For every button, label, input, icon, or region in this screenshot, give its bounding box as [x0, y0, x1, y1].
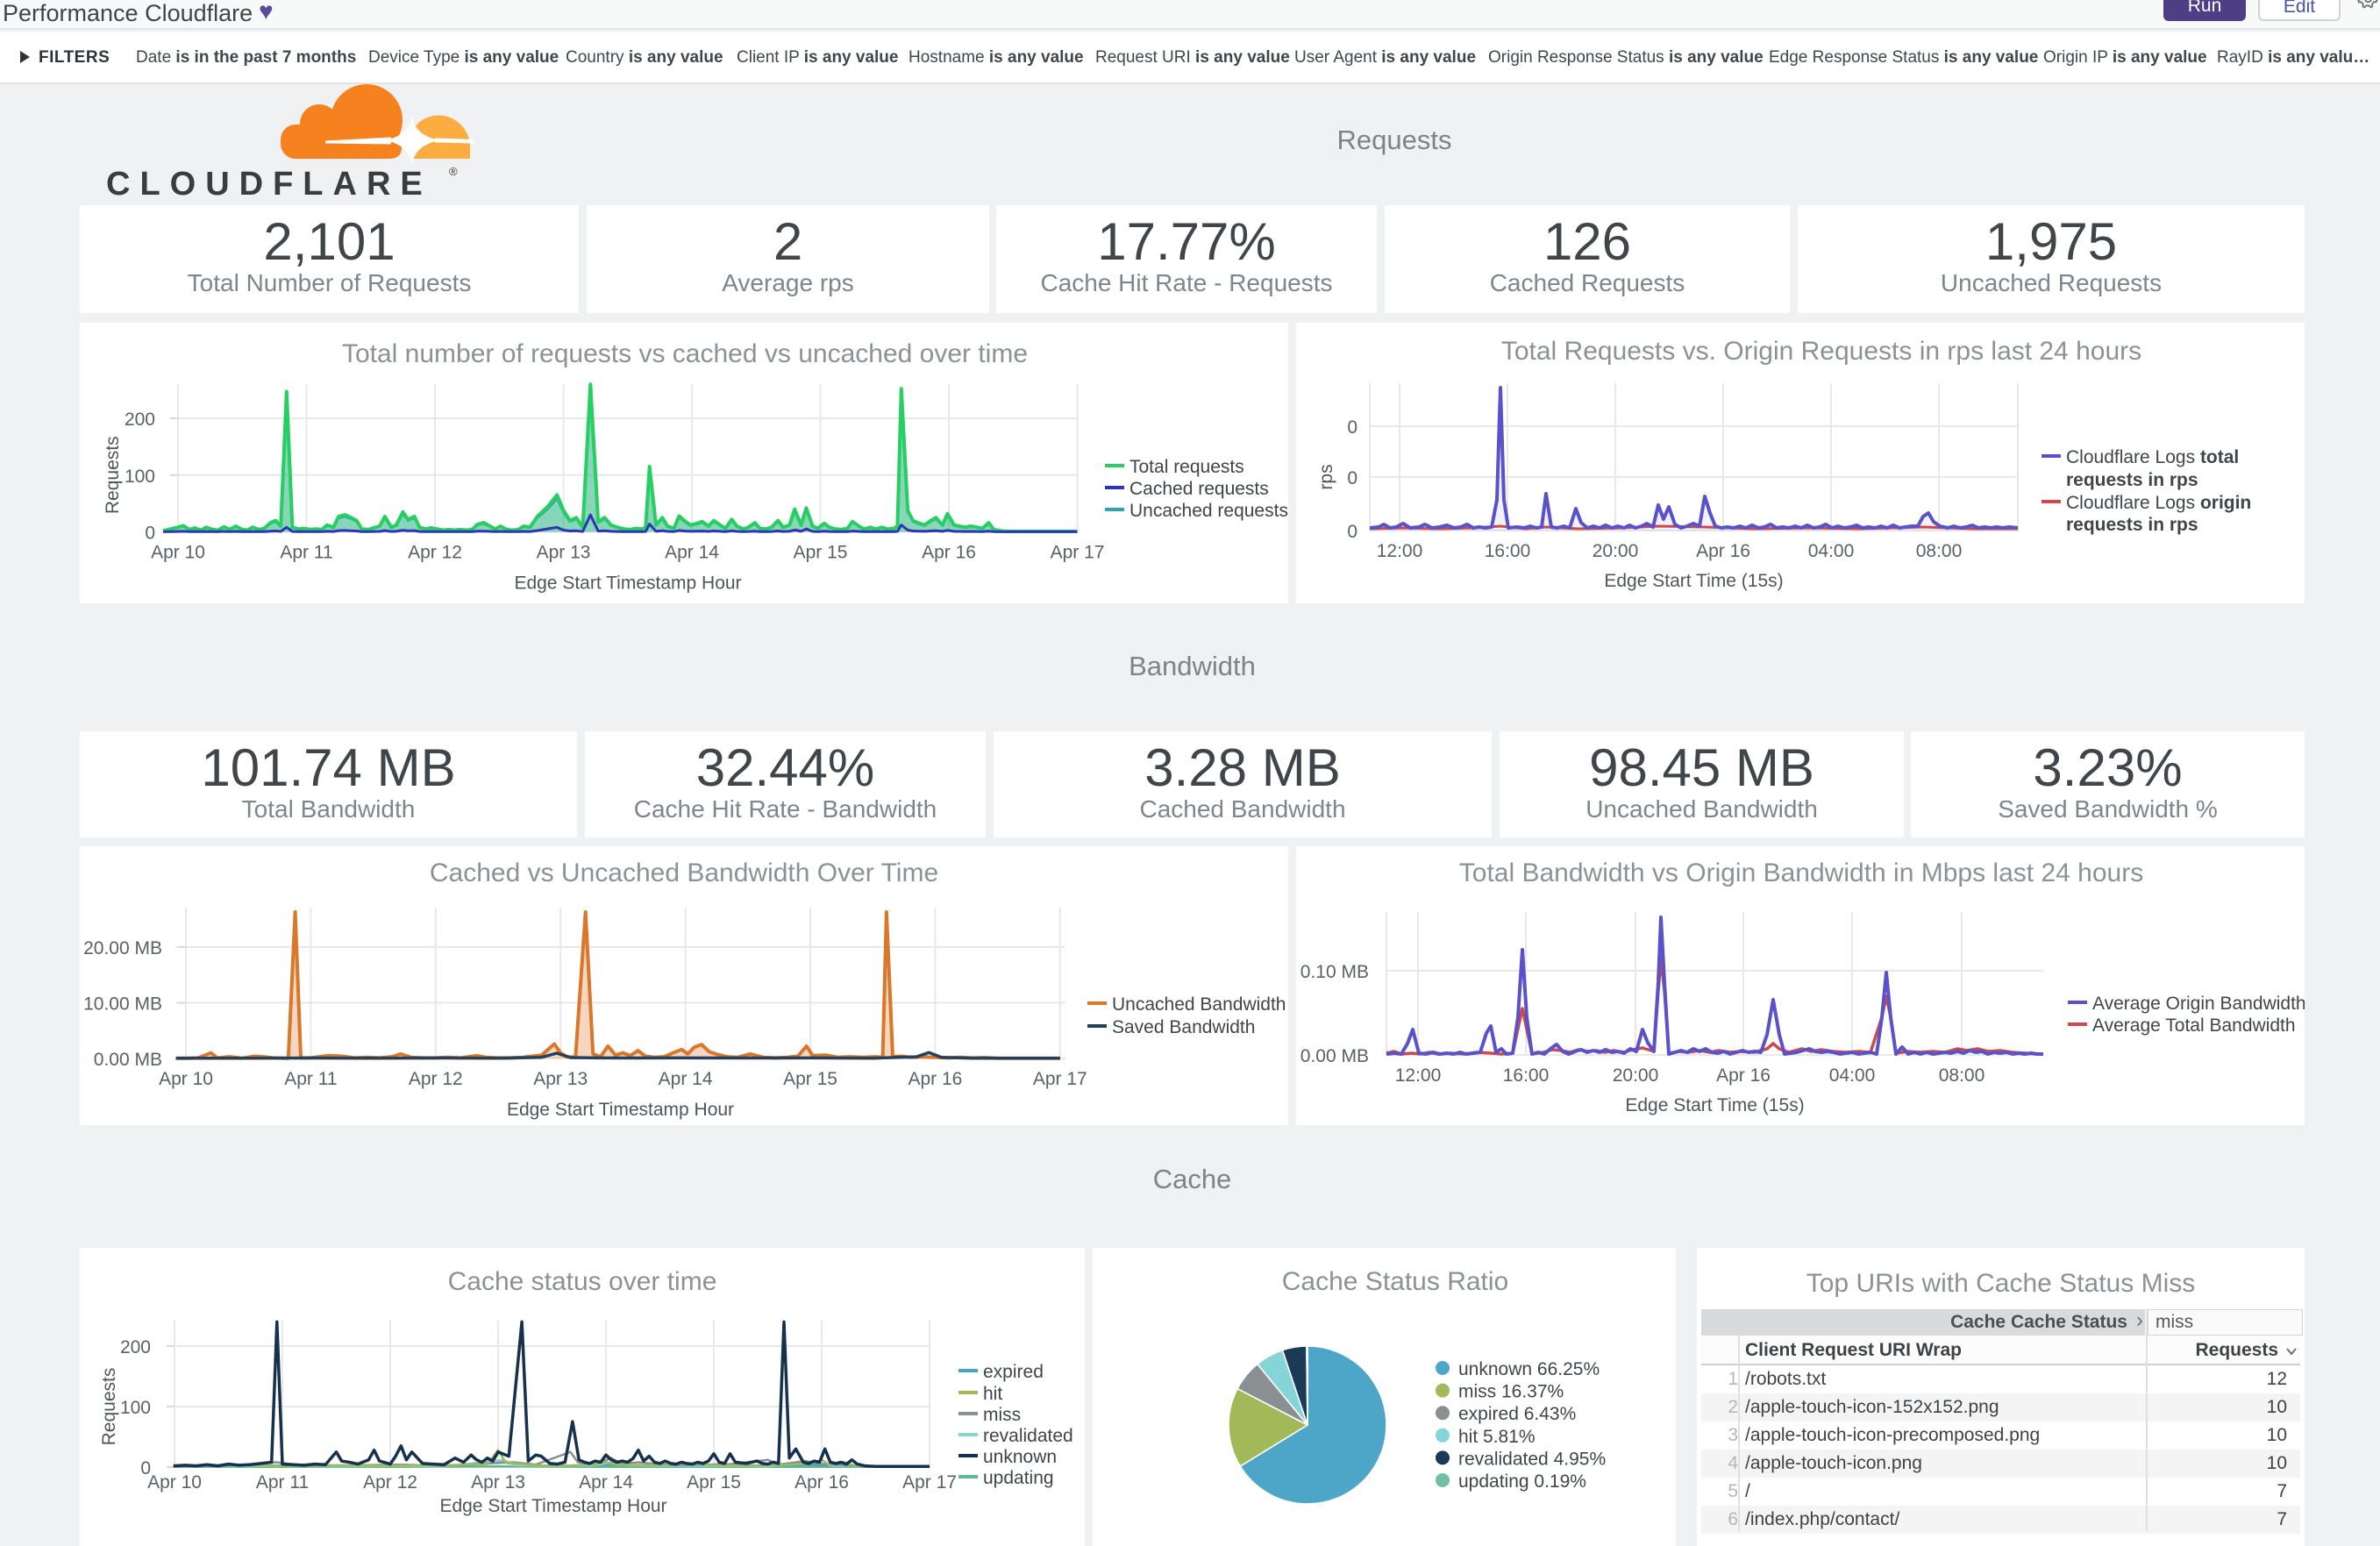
svg-text:®: ® — [449, 165, 458, 178]
svg-text:04:00: 04:00 — [1829, 1065, 1876, 1086]
svg-text:Apr 16: Apr 16 — [795, 1472, 849, 1493]
svg-text:Total Bandwidth vs Origin Band: Total Bandwidth vs Origin Bandwidth in M… — [1459, 858, 2143, 887]
svg-text:Edge Start Timestamp Hour: Edge Start Timestamp Hour — [514, 574, 741, 594]
svg-text:0: 0 — [140, 1458, 151, 1478]
svg-text:rps: rps — [1316, 464, 1336, 489]
svg-text:12:00: 12:00 — [1395, 1065, 1442, 1086]
svg-text:Apr 13: Apr 13 — [471, 1472, 525, 1493]
svg-text:20:00: 20:00 — [1613, 1065, 1659, 1086]
svg-text:Apr 10: Apr 10 — [159, 1069, 213, 1089]
svg-text:Edge Start Timestamp Hour: Edge Start Timestamp Hour — [439, 1496, 666, 1516]
svg-text:miss: miss — [983, 1405, 1021, 1425]
svg-text:16:00: 16:00 — [1503, 1065, 1550, 1086]
svg-text:requests in rps: requests in rps — [2066, 515, 2198, 535]
svg-text:unknown 66.25%: unknown 66.25% — [1458, 1359, 1600, 1379]
svg-text:Apr 12: Apr 12 — [409, 1069, 463, 1089]
svg-text:Total number of requests vs ca: Total number of requests vs cached vs un… — [342, 339, 1028, 368]
svg-text:0.10 MB: 0.10 MB — [1300, 962, 1369, 982]
svg-text:12:00: 12:00 — [1377, 541, 1423, 561]
svg-text:Average Total Bandwidth: Average Total Bandwidth — [2092, 1015, 2296, 1036]
svg-text:Apr 16: Apr 16 — [1696, 541, 1750, 561]
svg-text:Apr 14: Apr 14 — [579, 1472, 633, 1493]
svg-text:Apr 13: Apr 13 — [533, 1069, 588, 1089]
svg-text:Uncached Bandwidth: Uncached Bandwidth — [1112, 994, 1286, 1015]
svg-text:Apr 11: Apr 11 — [256, 1472, 309, 1493]
svg-text:Cached vs Uncached Bandwidth O: Cached vs Uncached Bandwidth Over Time — [430, 858, 938, 887]
svg-text:Apr 13: Apr 13 — [537, 543, 591, 563]
svg-text:Apr 16: Apr 16 — [908, 1069, 962, 1089]
svg-text:Cloudflare Logs origin: Cloudflare Logs origin — [2066, 493, 2251, 513]
svg-text:Requests: Requests — [103, 436, 123, 514]
svg-text:Apr 17: Apr 17 — [1051, 543, 1105, 563]
svg-text:updating: updating — [983, 1468, 1054, 1488]
svg-text:Edge Start Timestamp Hour: Edge Start Timestamp Hour — [507, 1100, 734, 1120]
svg-text:0.00 MB: 0.00 MB — [94, 1050, 162, 1070]
svg-text:Total requests: Total requests — [1129, 457, 1244, 477]
svg-text:Apr 10: Apr 10 — [147, 1472, 202, 1493]
svg-text:Apr 14: Apr 14 — [665, 543, 719, 563]
svg-text:Apr 11: Apr 11 — [280, 543, 332, 563]
svg-text:0: 0 — [1347, 522, 1357, 542]
svg-text:Saved Bandwidth: Saved Bandwidth — [1112, 1017, 1255, 1037]
svg-text:Apr 10: Apr 10 — [151, 543, 205, 563]
svg-text:100: 100 — [125, 467, 155, 487]
svg-text:expired 6.43%: expired 6.43% — [1458, 1404, 1576, 1424]
svg-text:miss 16.37%: miss 16.37% — [1458, 1382, 1564, 1402]
svg-text:0: 0 — [145, 524, 155, 544]
svg-text:20:00: 20:00 — [1593, 541, 1639, 561]
svg-text:04:00: 04:00 — [1808, 541, 1855, 561]
svg-text:Apr 14: Apr 14 — [659, 1069, 713, 1089]
svg-text:0: 0 — [1347, 468, 1357, 488]
svg-text:hit: hit — [983, 1384, 1002, 1404]
svg-text:100: 100 — [120, 1398, 151, 1418]
svg-text:revalidated 4.95%: revalidated 4.95% — [1458, 1449, 1606, 1469]
svg-text:Uncached requests: Uncached requests — [1129, 501, 1288, 521]
svg-text:hit 5.81%: hit 5.81% — [1458, 1427, 1536, 1447]
svg-text:Apr 12: Apr 12 — [408, 543, 462, 563]
svg-text:Apr 11: Apr 11 — [284, 1069, 337, 1089]
svg-text:200: 200 — [125, 410, 155, 430]
svg-text:08:00: 08:00 — [1939, 1065, 1985, 1086]
svg-text:Average Origin Bandwidth: Average Origin Bandwidth — [2092, 994, 2305, 1014]
svg-text:CLOUDFLARE: CLOUDFLARE — [106, 166, 432, 203]
svg-text:Requests: Requests — [99, 1368, 119, 1446]
svg-text:Apr 12: Apr 12 — [363, 1472, 417, 1493]
svg-text:updating 0.19%: updating 0.19% — [1458, 1471, 1586, 1492]
svg-text:16:00: 16:00 — [1485, 541, 1531, 561]
svg-text:Apr 17: Apr 17 — [902, 1472, 957, 1493]
svg-text:requests in rps: requests in rps — [2066, 470, 2198, 490]
svg-text:Edge Start Time (15s): Edge Start Time (15s) — [1604, 571, 1783, 591]
svg-text:expired: expired — [983, 1362, 1044, 1382]
svg-text:10.00 MB: 10.00 MB — [83, 994, 162, 1015]
svg-text:20.00 MB: 20.00 MB — [83, 938, 162, 958]
svg-text:Apr 15: Apr 15 — [783, 1069, 837, 1089]
svg-text:0: 0 — [1347, 417, 1357, 438]
svg-text:200: 200 — [120, 1337, 151, 1357]
svg-text:revalidated: revalidated — [983, 1426, 1073, 1446]
svg-text:Cache status over time: Cache status over time — [448, 1267, 717, 1296]
svg-text:Edge Start Time (15s): Edge Start Time (15s) — [1625, 1095, 1804, 1115]
svg-text:Apr 15: Apr 15 — [687, 1472, 741, 1493]
svg-text:Cloudflare Logs total: Cloudflare Logs total — [2066, 447, 2239, 467]
svg-text:08:00: 08:00 — [1916, 541, 1963, 561]
svg-text:Cached requests: Cached requests — [1129, 479, 1269, 499]
svg-text:Apr 17: Apr 17 — [1033, 1069, 1087, 1089]
svg-text:Cache Status Ratio: Cache Status Ratio — [1282, 1267, 1508, 1296]
svg-text:Apr 16: Apr 16 — [922, 543, 976, 563]
svg-text:Apr 16: Apr 16 — [1716, 1065, 1771, 1086]
svg-text:Apr 15: Apr 15 — [794, 543, 848, 563]
svg-text:0.00 MB: 0.00 MB — [1300, 1046, 1369, 1066]
svg-text:Total Requests vs. Origin Requ: Total Requests vs. Origin Requests in rp… — [1501, 337, 2141, 366]
svg-text:unknown: unknown — [983, 1447, 1057, 1467]
